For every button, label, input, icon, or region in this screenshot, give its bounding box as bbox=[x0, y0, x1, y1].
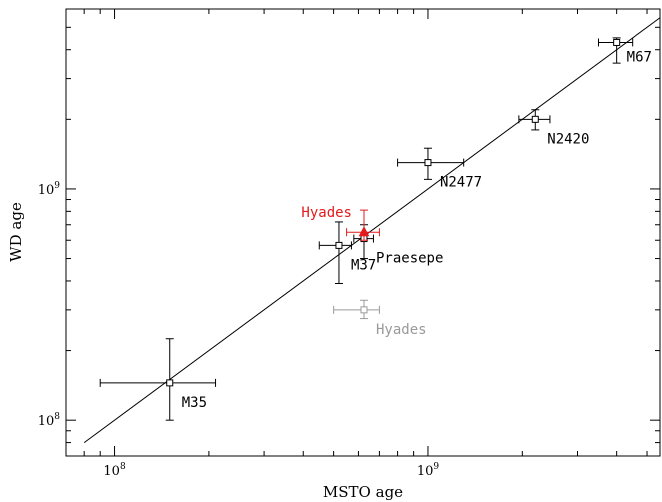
point-label: Hyades bbox=[301, 205, 352, 221]
data-point: Hyades bbox=[333, 299, 427, 338]
square-marker bbox=[166, 379, 174, 387]
x-tick-label: 109 bbox=[417, 462, 440, 479]
x-tick-label: 108 bbox=[103, 462, 126, 479]
y-axis-label: WD age bbox=[7, 202, 25, 262]
axis-ticks bbox=[65, 8, 660, 457]
point-label: M37 bbox=[351, 257, 376, 273]
y-tick-label: 109 bbox=[38, 181, 61, 198]
data-point: N2477 bbox=[397, 147, 482, 191]
square-marker bbox=[424, 159, 432, 167]
triangle-marker bbox=[358, 226, 370, 237]
point-label: M67 bbox=[627, 49, 652, 65]
plot-frame bbox=[65, 8, 661, 457]
data-points: M35 M37 Praesepe Hyades Hyades N2477 N2420 M67 bbox=[99, 37, 652, 421]
data-point: M37 bbox=[318, 221, 376, 285]
square-marker bbox=[613, 38, 621, 46]
one-to-one-reference-line bbox=[83, 17, 661, 443]
point-label: N2477 bbox=[440, 175, 482, 191]
square-marker bbox=[531, 115, 539, 123]
point-label: Hyades bbox=[376, 322, 427, 338]
square-marker bbox=[335, 241, 343, 249]
square-marker bbox=[360, 306, 368, 314]
y-tick-label: 108 bbox=[38, 412, 61, 429]
point-label: N2420 bbox=[547, 131, 589, 147]
axis-tick-labels: 108 109 108 109 bbox=[38, 181, 440, 479]
data-point: N2420 bbox=[518, 109, 589, 147]
data-point: Hyades bbox=[301, 205, 380, 241]
data-point: M35 bbox=[99, 338, 217, 421]
data-point: M67 bbox=[597, 37, 652, 65]
point-label: M35 bbox=[182, 395, 207, 411]
point-label: Praesepe bbox=[376, 251, 443, 267]
x-axis-label: MSTO age bbox=[323, 483, 403, 501]
